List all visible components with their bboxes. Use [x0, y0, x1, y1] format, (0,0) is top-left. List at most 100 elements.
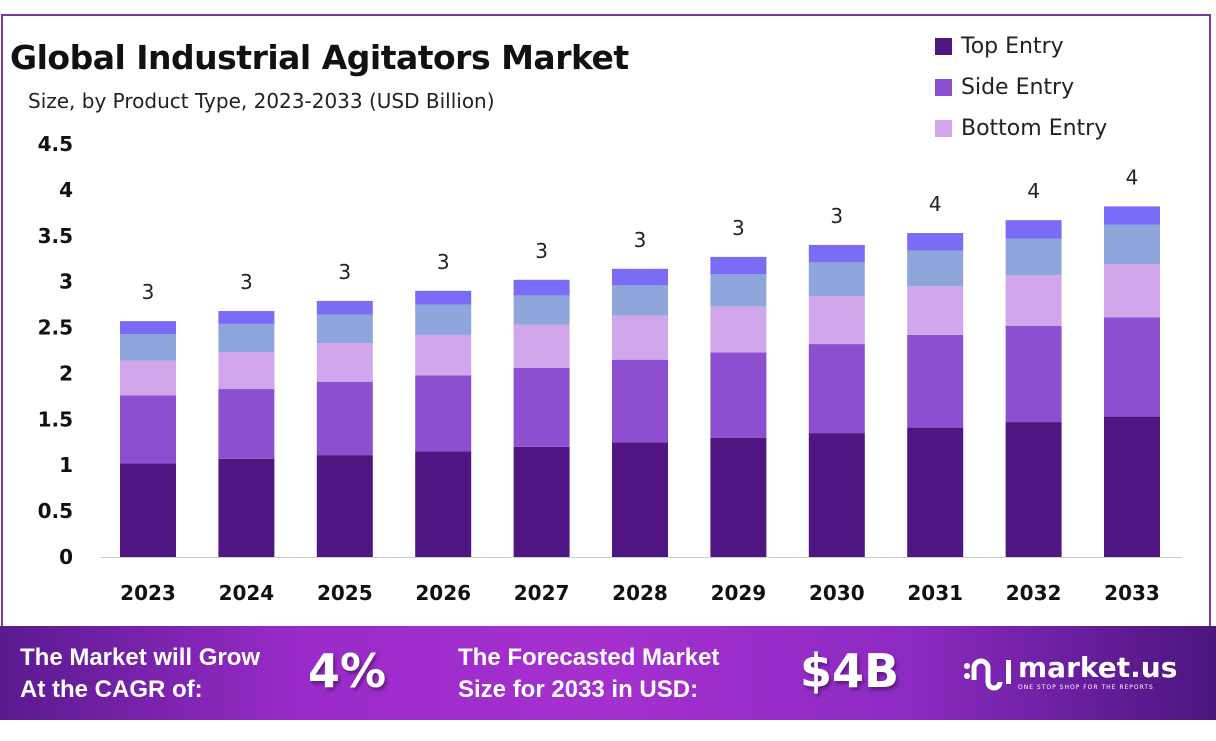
bar-segment-series-4 — [1005, 238, 1062, 276]
bar-segment-series-5 — [808, 244, 865, 263]
bar-segment-top-entry — [710, 437, 767, 557]
stacked-bar-chart: 0 0.5 1 1.5 2 2.5 3 3.5 4 4.5 3 2023 3 2024 3 2025 3 2026… — [38, 132, 1182, 605]
bar-segment-top-entry — [415, 451, 472, 557]
data-label: 3 — [535, 239, 548, 263]
bar-segment-side-entry — [808, 344, 865, 434]
x-tick-label: 2032 — [1006, 581, 1062, 605]
y-tick-label: 2 — [59, 361, 73, 385]
chart-title: Global Industrial Agitators Market — [10, 38, 629, 77]
x-tick-label: 2025 — [317, 581, 373, 605]
legend-label: Bottom Entry — [961, 116, 1108, 141]
x-tick-label: 2031 — [907, 581, 963, 605]
data-label: 3 — [437, 250, 450, 274]
bar-segment-series-5 — [710, 256, 767, 275]
x-tick-label: 2023 — [120, 581, 176, 605]
data-label: 3 — [338, 260, 351, 284]
y-tick-label: 3 — [59, 270, 73, 294]
bar-segment-side-entry — [316, 381, 373, 456]
bar-segment-bottom-entry — [415, 334, 472, 376]
bar-segment-bottom-entry — [218, 352, 275, 390]
bar-segment-series-4 — [808, 262, 865, 297]
chart-subtitle: Size, by Product Type, 2023-2033 (USD Bi… — [28, 89, 495, 113]
cagr-value: 4% — [308, 644, 387, 698]
bar-segment-series-4 — [513, 295, 570, 325]
bar-segment-series-4 — [710, 274, 767, 307]
y-tick-label: 0 — [59, 545, 73, 569]
data-label: 3 — [732, 216, 745, 240]
y-tick-label: 1 — [59, 453, 73, 477]
bar-segment-bottom-entry — [1104, 264, 1160, 318]
data-label: 3 — [240, 270, 253, 294]
bar-segment-side-entry — [415, 375, 472, 452]
bar-segment-series-5 — [513, 279, 570, 296]
bar-segment-series-5 — [907, 233, 964, 251]
legend: Top Entry Side Entry Bottom Entry — [935, 26, 1107, 149]
bar-segment-bottom-entry — [907, 286, 964, 335]
legend-item-bottom-entry: Bottom Entry — [935, 108, 1107, 149]
bar-segment-top-entry — [907, 427, 964, 557]
forecast-label-line2: Size for 2033 in USD: — [458, 676, 699, 703]
brand-logo: market.us ONE STOP SHOP FOR THE REPORTS — [962, 652, 1177, 692]
x-tick-label: 2030 — [809, 581, 865, 605]
y-tick-label: 0.5 — [38, 499, 73, 523]
x-tick-label: 2033 — [1104, 581, 1160, 605]
legend-swatch — [935, 38, 952, 55]
data-label: 4 — [1027, 179, 1040, 203]
x-tick-label: 2029 — [711, 581, 767, 605]
x-tick-label: 2028 — [612, 581, 668, 605]
bar-segment-top-entry — [1005, 422, 1062, 557]
bar-segment-side-entry — [218, 389, 275, 459]
bar-segment-side-entry — [120, 395, 176, 464]
cagr-label-line2: At the CAGR of: — [20, 676, 203, 703]
data-label: 3 — [634, 228, 647, 252]
forecast-label-line1: The Forecasted Market — [458, 644, 720, 671]
x-tick-label: 2024 — [219, 581, 275, 605]
bar-segment-series-5 — [415, 290, 472, 305]
bar-segment-top-entry — [612, 442, 668, 557]
bar-segment-bottom-entry — [513, 324, 570, 368]
bar-segment-top-entry — [808, 433, 865, 557]
bar-segment-series-4 — [1104, 224, 1160, 265]
data-label: 3 — [830, 204, 843, 228]
bar-segment-bottom-entry — [316, 343, 373, 382]
bar-segment-side-entry — [513, 367, 570, 447]
y-tick-label: 3.5 — [38, 224, 73, 248]
legend-swatch — [935, 120, 952, 137]
bar-segment-series-4 — [415, 304, 472, 335]
bar-segment-bottom-entry — [612, 315, 668, 360]
y-tick-label: 2.5 — [38, 316, 73, 340]
legend-swatch — [935, 79, 952, 96]
footer-banner: The Market will Grow At the CAGR of: 4% … — [0, 626, 1216, 720]
market-us-logo-icon — [964, 658, 1011, 691]
bar-segment-series-5 — [1005, 220, 1062, 239]
data-label: 4 — [929, 192, 942, 216]
y-tick-label: 4 — [59, 178, 73, 202]
bar-segment-series-4 — [120, 333, 176, 361]
bar-segment-side-entry — [612, 359, 668, 443]
legend-item-side-entry: Side Entry — [935, 67, 1107, 108]
bar-segment-side-entry — [1104, 317, 1160, 417]
bar-segment-series-5 — [612, 268, 668, 286]
legend-label: Top Entry — [961, 34, 1064, 59]
brand-name: market.us — [1018, 650, 1178, 684]
bar-segment-top-entry — [513, 446, 570, 557]
bar-segment-bottom-entry — [808, 296, 865, 345]
bar-segment-side-entry — [907, 334, 964, 428]
bar-segment-bottom-entry — [1005, 275, 1062, 326]
bar-segment-series-4 — [907, 250, 964, 287]
data-label: 3 — [142, 280, 155, 304]
data-label: 4 — [1126, 165, 1139, 189]
bar-segment-series-4 — [218, 323, 275, 353]
bar-segment-series-4 — [612, 285, 668, 316]
brand-tagline: ONE STOP SHOP FOR THE REPORTS — [1018, 683, 1154, 691]
chart-frame — [1, 14, 1211, 626]
bar-segment-side-entry — [710, 352, 767, 438]
bar-segment-top-entry — [218, 458, 275, 557]
cagr-label-line1: The Market will Grow — [20, 644, 261, 671]
bar-segment-bottom-entry — [120, 360, 176, 396]
bar-segment-series-5 — [1104, 206, 1160, 225]
bar-segment-series-5 — [218, 311, 275, 324]
forecast-value: $4B — [800, 644, 900, 698]
bar-segment-bottom-entry — [710, 306, 767, 353]
bar-segment-top-entry — [1104, 416, 1160, 557]
